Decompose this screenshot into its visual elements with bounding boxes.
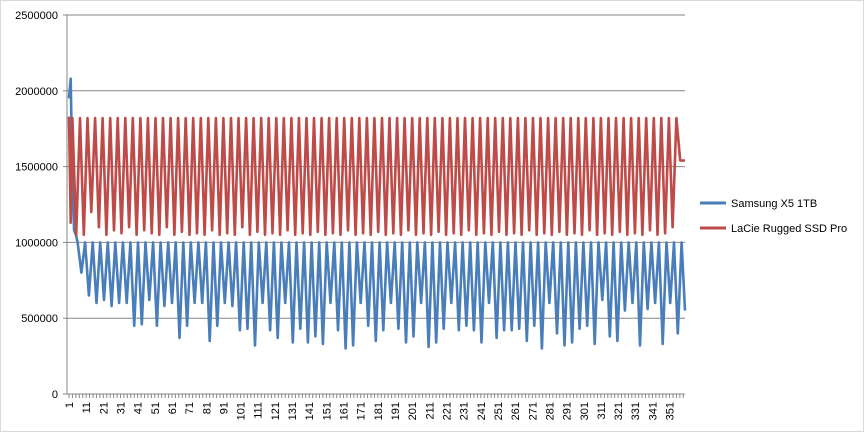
x-tick-label: 11 — [81, 402, 93, 413]
legend-label: LaCie Rugged SSD Pro — [731, 223, 847, 235]
x-tick-label: 351 — [665, 402, 677, 420]
y-axis: 0 500000 1000000 1500000 2000000 2500000 — [15, 10, 68, 401]
x-tick-label: 281 — [544, 402, 556, 420]
x-axis: 1 11 21 31 41 51 61 71 81 91 101 111 121 131 141 151 161… — [64, 393, 685, 420]
x-tick-label: 91 — [218, 402, 230, 414]
x-tick-label: 221 — [441, 402, 453, 420]
x-tick-label: 331 — [630, 402, 642, 420]
x-tick-label: 301 — [579, 402, 591, 420]
y-tick-label: 0 — [52, 389, 58, 401]
x-tick-label: 191 — [390, 402, 402, 420]
legend: Samsung X5 1TB LaCie Rugged SSD Pro — [700, 198, 847, 235]
x-tick-label: 1 — [64, 402, 76, 408]
x-tick-label: 291 — [562, 402, 574, 420]
x-tick-label: 81 — [201, 402, 213, 414]
x-tick-label: 311 — [596, 402, 608, 420]
x-tick-label: 31 — [115, 402, 127, 414]
x-tick-label: 261 — [510, 402, 522, 420]
x-tick-label: 121 — [270, 402, 282, 420]
y-tick-label: 2500000 — [15, 10, 58, 22]
x-tick-label: 61 — [167, 402, 179, 414]
x-tick-label: 111 — [253, 402, 265, 419]
y-tick-label: 500000 — [21, 313, 58, 325]
x-tick-label: 51 — [150, 402, 162, 414]
x-tick-label: 71 — [184, 402, 196, 414]
x-tick-label: 151 — [321, 402, 333, 420]
x-tick-label: 231 — [459, 402, 471, 420]
x-tick-label: 41 — [133, 402, 145, 414]
x-tick-label: 101 — [236, 402, 248, 420]
x-tick-label: 21 — [98, 402, 110, 414]
x-tick-label: 211 — [424, 402, 436, 420]
x-tick-label: 341 — [647, 402, 659, 420]
x-tick-label: 181 — [373, 402, 385, 420]
series-line-samsung-x5 — [67, 77, 687, 350]
x-tick-label: 321 — [613, 402, 625, 420]
y-tick-label: 2000000 — [15, 86, 58, 98]
legend-label: Samsung X5 1TB — [731, 198, 817, 210]
x-tick-label: 131 — [287, 402, 299, 420]
x-tick-label: 271 — [527, 402, 539, 420]
y-tick-label: 1500000 — [15, 162, 58, 174]
x-tick-label: 241 — [476, 402, 488, 420]
x-tick-label: 161 — [339, 402, 351, 420]
x-tick-label: 251 — [493, 402, 505, 420]
x-tick-label: 201 — [407, 402, 419, 420]
y-tick-label: 1000000 — [15, 237, 58, 249]
x-tick-label: 171 — [356, 402, 368, 420]
series-line-lacie-rugged — [67, 116, 685, 237]
x-tick-label: 141 — [304, 402, 316, 420]
series-layer — [67, 77, 687, 350]
